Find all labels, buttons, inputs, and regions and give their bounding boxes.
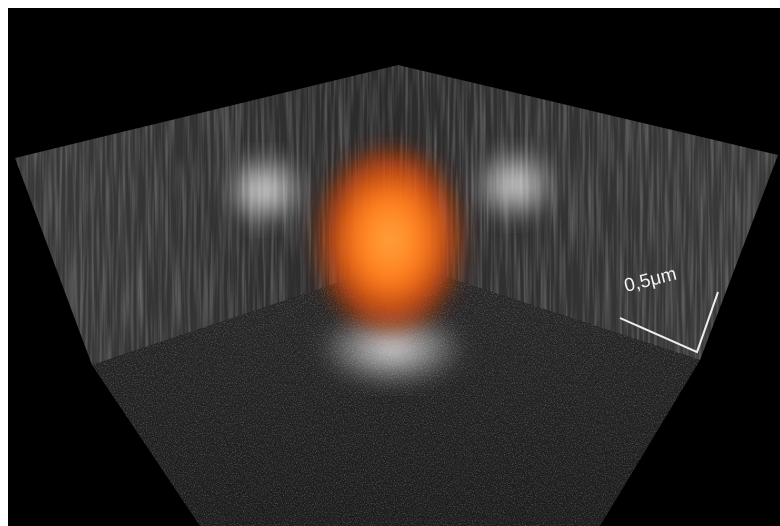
left-wall-glow — [220, 150, 310, 230]
microscopy-image: 0,5μm — [0, 0, 780, 526]
right-wall-glow — [470, 145, 560, 225]
fluorescent-particle — [312, 140, 468, 340]
page: 0,5μm — [0, 0, 780, 526]
